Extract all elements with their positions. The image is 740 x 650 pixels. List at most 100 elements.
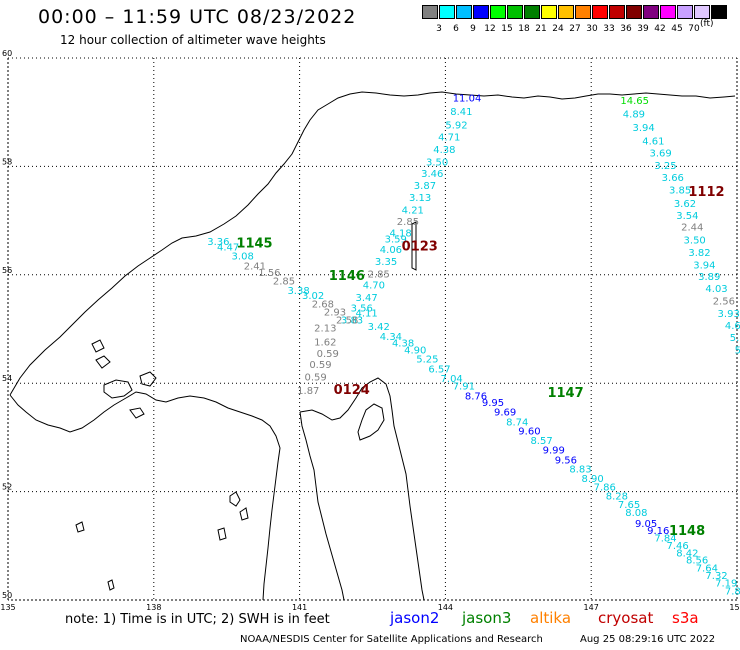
wave-height-value: 3.47 bbox=[355, 293, 377, 304]
wave-height-value: 7.46 bbox=[667, 541, 689, 552]
wave-height-value: 7.84 bbox=[654, 533, 676, 544]
wave-height-value: 4.90 bbox=[404, 345, 426, 356]
wave-height-value: 4.71 bbox=[438, 132, 460, 143]
lon-tick-label: 150 bbox=[729, 603, 740, 612]
legend-unit: (ft) bbox=[700, 19, 714, 29]
lon-tick-label: 141 bbox=[292, 603, 307, 612]
wave-height-value: 0.59 bbox=[304, 372, 326, 383]
wave-height-value: 3.36 bbox=[207, 237, 229, 248]
legend-swatch bbox=[524, 5, 540, 19]
coastline-mainland-west bbox=[9, 391, 281, 601]
wave-height-value: 8.74 bbox=[506, 417, 528, 428]
legend-label: 70 bbox=[688, 24, 700, 34]
wave-height-value: 0.59 bbox=[309, 360, 331, 371]
legend-swatch bbox=[677, 5, 693, 19]
lon-tick-label: 135 bbox=[0, 603, 15, 612]
wave-height-value: 2.68 bbox=[312, 299, 334, 310]
pass-label: 1112 bbox=[688, 185, 724, 200]
wave-height-value: 8.42 bbox=[676, 549, 698, 560]
wave-height-value: 3.62 bbox=[674, 199, 696, 210]
wave-height-value: 3.85 bbox=[669, 186, 691, 197]
wave-height-value: 3.82 bbox=[688, 248, 710, 259]
observations-layer: 11.048.415.924.714.383.503.463.873.134.2… bbox=[207, 93, 740, 597]
wave-height-value: 3.42 bbox=[368, 322, 390, 333]
wave-height-value: 3.66 bbox=[662, 173, 684, 184]
wave-height-value: 4.38 bbox=[433, 145, 455, 156]
legend-label: 9 bbox=[470, 24, 476, 34]
legend-swatch bbox=[541, 5, 557, 19]
legend-swatch bbox=[711, 5, 727, 19]
wave-height-value: 7.80 bbox=[725, 587, 740, 598]
legend-swatch bbox=[626, 5, 642, 19]
wave-height-value: 1.62 bbox=[314, 337, 336, 348]
wave-height-value: 8.76 bbox=[465, 391, 487, 402]
wave-height-value: 8.56 bbox=[686, 556, 708, 567]
wave-height-value: 8.57 bbox=[530, 436, 552, 447]
coastline-small-islands bbox=[75, 221, 417, 591]
coastline-shantar-islands bbox=[91, 339, 157, 419]
wave-height-value: 9.56 bbox=[555, 455, 577, 466]
wave-height-value: 3.38 bbox=[287, 286, 309, 297]
lat-tick-label: 50 bbox=[2, 591, 12, 600]
wave-height-value: 2.85 bbox=[397, 217, 419, 228]
legend-label: 39 bbox=[637, 24, 649, 34]
pass-label: 1146 bbox=[329, 269, 365, 284]
wave-height-value: 9.99 bbox=[543, 446, 565, 457]
wave-height-value: 5.25 bbox=[416, 355, 438, 366]
coastline-sakhalin bbox=[299, 377, 425, 601]
wave-height-value: 2.13 bbox=[314, 324, 336, 335]
legend-label: 36 bbox=[620, 24, 632, 34]
wave-height-value: 2.85 bbox=[368, 270, 390, 281]
wave-height-value: 3.89 bbox=[698, 272, 720, 283]
wave-height-value: 9.60 bbox=[518, 427, 540, 438]
wave-height-value: 7.65 bbox=[618, 500, 640, 511]
lat-tick-label: 60 bbox=[2, 49, 12, 58]
wave-height-value: 4.47 bbox=[217, 242, 239, 253]
wave-height-value: 3.94 bbox=[633, 123, 655, 134]
legend-swatch bbox=[507, 5, 523, 19]
wave-height-value: 4.11 bbox=[355, 309, 377, 320]
wave-height-value: 8.90 bbox=[581, 474, 603, 485]
legend-swatch bbox=[473, 5, 489, 19]
lon-tick-label: 138 bbox=[146, 603, 161, 612]
wave-height-value: 4.38 bbox=[392, 338, 414, 349]
pass-label: 1145 bbox=[236, 237, 272, 252]
wave-height-value: 11.04 bbox=[453, 93, 482, 104]
legend-swatch bbox=[660, 5, 676, 19]
wave-height-value: 3.46 bbox=[421, 169, 443, 180]
wave-height-value: 5 bbox=[735, 345, 740, 356]
wave-height-value: 7.04 bbox=[441, 374, 463, 385]
legend-label: 30 bbox=[586, 24, 598, 34]
wave-height-value: 9.16 bbox=[647, 526, 669, 537]
pass-label: 1148 bbox=[669, 524, 705, 539]
wave-height-value: 5. bbox=[730, 333, 740, 344]
satellite-name: jason3 bbox=[462, 609, 512, 627]
wave-height-value: 9.05 bbox=[635, 519, 657, 530]
wave-height-value: 3.69 bbox=[650, 149, 672, 160]
wave-height-value: 3.50 bbox=[426, 157, 448, 168]
legend-swatch bbox=[575, 5, 591, 19]
wave-height-value: 3.35 bbox=[375, 257, 397, 268]
wave-height-value: 4.6 bbox=[725, 321, 740, 332]
credit-line: NOAA/NESDIS Center for Satellite Applica… bbox=[240, 634, 543, 645]
satellite-name: s3a bbox=[672, 609, 699, 627]
legend-label: 42 bbox=[654, 24, 666, 34]
wave-height-value: 7.19 bbox=[715, 578, 737, 589]
wave-height-value: 4.61 bbox=[642, 137, 664, 148]
generation-timestamp: Aug 25 08:29:16 UTC 2022 bbox=[580, 634, 716, 645]
pass-labels-layer: 1145 1146 1147 1148 0123 0124 1112 bbox=[236, 185, 724, 539]
legend-label: 15 bbox=[501, 24, 513, 34]
map-title: 00:00 – 11:59 UTC 08/23/2022 bbox=[38, 6, 357, 28]
wave-height-value: 2.56 bbox=[713, 297, 735, 308]
wave-height-value: 1.56 bbox=[258, 268, 280, 279]
legend-swatch bbox=[422, 5, 438, 19]
legend-label: 27 bbox=[569, 24, 581, 34]
legend-label: 18 bbox=[518, 24, 530, 34]
legend-label: 45 bbox=[671, 24, 683, 34]
wave-height-value: 8.41 bbox=[450, 107, 472, 118]
wave-height-value: 4.21 bbox=[402, 206, 424, 217]
wave-height-value: 3.94 bbox=[693, 260, 715, 271]
wave-height-value: 2.41 bbox=[244, 261, 266, 272]
lat-tick-label: 58 bbox=[2, 157, 12, 166]
legend-label: 3 bbox=[436, 24, 442, 34]
